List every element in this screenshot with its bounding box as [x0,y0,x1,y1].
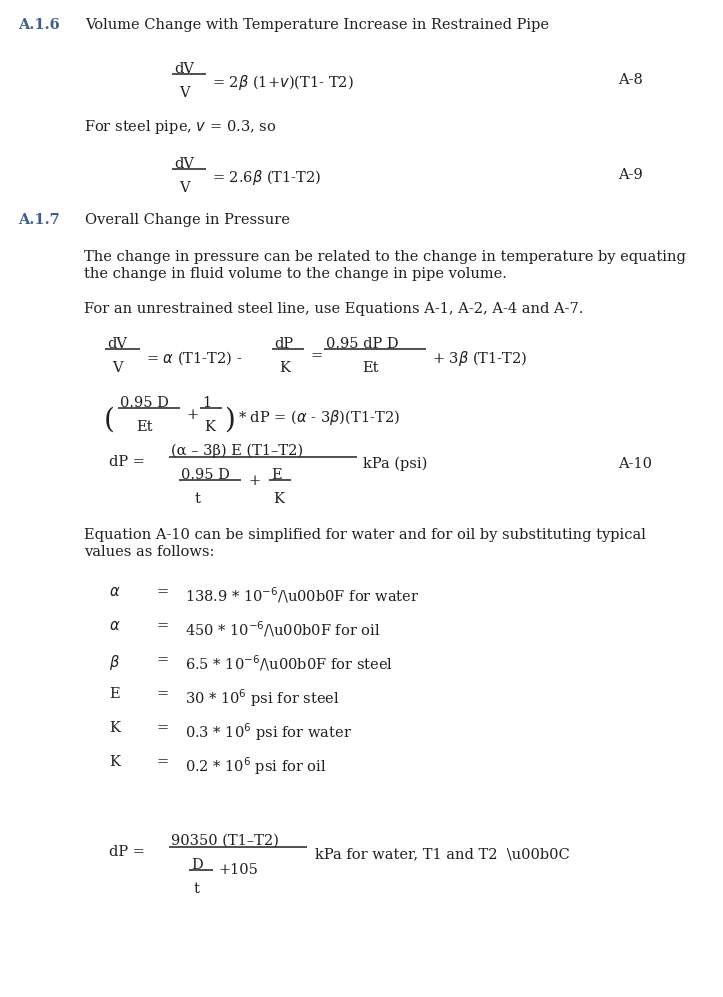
Text: 30 * 10$^{6}$ psi for steel: 30 * 10$^{6}$ psi for steel [185,687,340,709]
Text: A-8: A-8 [618,73,643,87]
Text: =: = [157,687,169,701]
Text: 138.9 * 10$^{-6}$/\u00b0F for water: 138.9 * 10$^{-6}$/\u00b0F for water [185,585,419,605]
Text: K: K [109,721,120,735]
Text: 0.3 * 10$^{6}$ psi for water: 0.3 * 10$^{6}$ psi for water [185,721,352,743]
Text: 90350 (T1–T2): 90350 (T1–T2) [171,834,279,848]
Text: V: V [112,361,123,375]
Text: Equation A-10 can be simplified for water and for oil by substituting typical: Equation A-10 can be simplified for wate… [84,528,646,542]
Text: dV: dV [174,62,194,76]
Text: D: D [191,858,202,872]
Text: 0.95 D: 0.95 D [181,468,230,482]
Text: A-9: A-9 [618,168,643,182]
Text: E: E [271,468,282,482]
Text: Volume Change with Temperature Increase in Restrained Pipe: Volume Change with Temperature Increase … [85,18,549,32]
Text: The change in pressure can be related to the change in temperature by equating: The change in pressure can be related to… [84,250,686,264]
Text: kPa for water, T1 and T2  \u00b0C: kPa for water, T1 and T2 \u00b0C [315,847,570,861]
Text: 450 * 10$^{-6}$/\u00b0F for oil: 450 * 10$^{-6}$/\u00b0F for oil [185,619,380,639]
Text: the change in fluid volume to the change in pipe volume.: the change in fluid volume to the change… [84,267,507,281]
Text: (: ( [104,407,115,434]
Text: K: K [279,361,290,375]
Text: =: = [157,755,169,769]
Text: 0.2 * 10$^{6}$ psi for oil: 0.2 * 10$^{6}$ psi for oil [185,755,327,777]
Text: t: t [194,882,200,896]
Text: values as follows:: values as follows: [84,545,215,559]
Text: $\alpha$: $\alpha$ [109,619,121,633]
Text: =: = [157,619,169,633]
Text: dP =: dP = [109,845,145,859]
Text: A.1.6: A.1.6 [18,18,60,32]
Text: * dP = ($\alpha$ - 3$\beta$)(T1-T2): * dP = ($\alpha$ - 3$\beta$)(T1-T2) [238,408,400,427]
Text: K: K [204,420,215,434]
Text: 1: 1 [202,396,211,410]
Text: = 2.6$\beta$ (T1-T2): = 2.6$\beta$ (T1-T2) [212,168,322,187]
Text: V: V [179,181,189,195]
Text: A.1.7: A.1.7 [18,213,60,227]
Text: K: K [109,755,120,769]
Text: Overall Change in Pressure: Overall Change in Pressure [85,213,290,227]
Text: V: V [179,86,189,100]
Text: 0.95 dP D: 0.95 dP D [326,337,398,351]
Text: Et: Et [362,361,379,375]
Text: dV: dV [107,337,127,351]
Text: =: = [310,349,322,363]
Text: = $\alpha$ (T1-T2) -: = $\alpha$ (T1-T2) - [146,349,242,367]
Text: =: = [157,721,169,735]
Text: (α – 3β) E (T1–T2): (α – 3β) E (T1–T2) [171,444,303,459]
Text: For steel pipe, $\it{v}$ = 0.3, so: For steel pipe, $\it{v}$ = 0.3, so [84,118,276,136]
Text: + 3$\beta$ (T1-T2): + 3$\beta$ (T1-T2) [432,349,528,368]
Text: dV: dV [174,157,194,171]
Text: 0.95 D: 0.95 D [120,396,169,410]
Text: +: + [186,408,198,422]
Text: $\beta$: $\beta$ [109,653,120,672]
Text: kPa (psi): kPa (psi) [363,457,427,472]
Text: K: K [273,492,284,506]
Text: 6.5 * 10$^{-6}$/\u00b0F for steel: 6.5 * 10$^{-6}$/\u00b0F for steel [185,653,393,673]
Text: Et: Et [136,420,153,434]
Text: =: = [157,585,169,599]
Text: A-10: A-10 [618,457,652,471]
Text: E: E [109,687,119,701]
Text: +: + [248,474,260,488]
Text: +105: +105 [219,863,259,877]
Text: dP: dP [274,337,293,351]
Text: t: t [195,492,201,506]
Text: ): ) [224,407,235,434]
Text: = 2$\beta$ (1+$\it{v}$)(T1- T2): = 2$\beta$ (1+$\it{v}$)(T1- T2) [212,73,354,92]
Text: For an unrestrained steel line, use Equations A-1, A-2, A-4 and A-7.: For an unrestrained steel line, use Equa… [84,302,583,316]
Text: =: = [157,653,169,667]
Text: dP =: dP = [109,455,145,469]
Text: $\alpha$: $\alpha$ [109,585,121,599]
